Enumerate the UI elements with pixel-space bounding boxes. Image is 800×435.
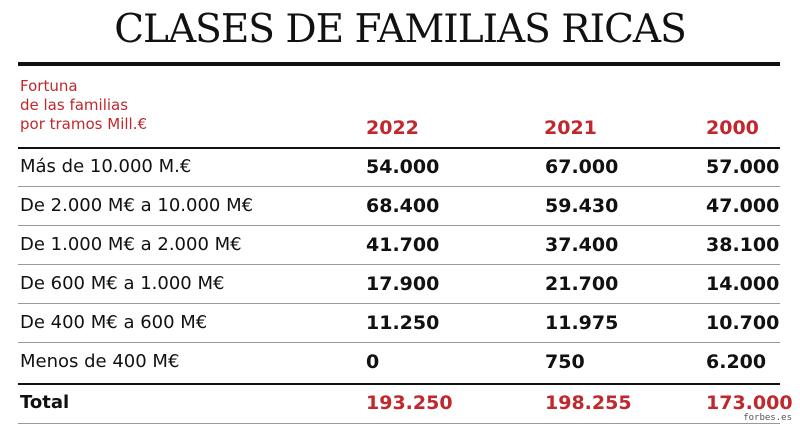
cell-2022: 41.700: [366, 234, 440, 256]
row-label: De 1.000 M€ a 2.000 M€: [20, 234, 242, 255]
cell-2021: 37.400: [545, 234, 619, 256]
row-label: Menos de 400 M€: [20, 351, 180, 372]
row-divider: [18, 303, 780, 304]
row-label: De 400 M€ a 600 M€: [20, 312, 208, 333]
total-2021: 198.255: [545, 392, 632, 414]
cell-2000: 57.000: [706, 156, 780, 178]
cell-2021: 750: [545, 351, 585, 373]
top-rule: [18, 62, 780, 66]
table-row: Menos de 400 M€ 0 750 6.200: [18, 342, 780, 380]
source-credit: forbes.es: [743, 413, 792, 423]
header-label-line: de las familias: [20, 96, 129, 114]
total-2022: 193.250: [366, 392, 453, 414]
header-label-line: por tramos Mill.€: [20, 115, 148, 133]
row-label: De 600 M€ a 1.000 M€: [20, 273, 225, 294]
year-header-2000: 2000: [706, 117, 759, 139]
total-label: Total: [20, 392, 70, 413]
cell-2022: 11.250: [366, 312, 440, 334]
row-label: De 2.000 M€ a 10.000 M€: [20, 195, 254, 216]
cell-2000: 47.000: [706, 195, 780, 217]
total-2000: 173.000: [706, 392, 793, 414]
bottom-rule: [18, 423, 780, 424]
cell-2021: 11.975: [545, 312, 619, 334]
cell-2000: 10.700: [706, 312, 780, 334]
cell-2000: 38.100: [706, 234, 780, 256]
cell-2021: 59.430: [545, 195, 619, 217]
header-label-line: Fortuna: [20, 77, 78, 95]
column-header-label: Fortuna de las familias por tramos Mill.…: [20, 77, 147, 134]
year-header-2022: 2022: [366, 117, 419, 139]
row-divider: [18, 342, 780, 343]
year-header-2021: 2021: [544, 117, 597, 139]
table-title: CLASES DE FAMILIAS RICAS: [114, 7, 687, 52]
table-row: Más de 10.000 M.€ 54.000 67.000 57.000: [18, 147, 780, 185]
table-row: De 600 M€ a 1.000 M€ 17.900 21.700 14.00…: [18, 264, 780, 302]
row-label: Más de 10.000 M.€: [20, 156, 192, 177]
cell-2022: 54.000: [366, 156, 440, 178]
row-divider: [18, 147, 780, 149]
total-row: Total 193.250 198.255 173.000: [18, 383, 793, 421]
row-divider: [18, 225, 780, 226]
cell-2022: 17.900: [366, 273, 440, 295]
row-divider: [18, 264, 780, 265]
cell-2000: 14.000: [706, 273, 780, 295]
cell-2021: 21.700: [545, 273, 619, 295]
cell-2022: 68.400: [366, 195, 440, 217]
cell-2021: 67.000: [545, 156, 619, 178]
table-row: De 400 M€ a 600 M€ 11.250 11.975 10.700: [18, 303, 780, 341]
table-row: De 2.000 M€ a 10.000 M€ 68.400 59.430 47…: [18, 186, 780, 224]
cell-2022: 0: [366, 351, 380, 373]
row-divider: [18, 186, 780, 187]
table-row: De 1.000 M€ a 2.000 M€ 41.700 37.400 38.…: [18, 225, 780, 263]
row-divider: [18, 383, 780, 385]
cell-2000: 6.200: [706, 351, 767, 373]
